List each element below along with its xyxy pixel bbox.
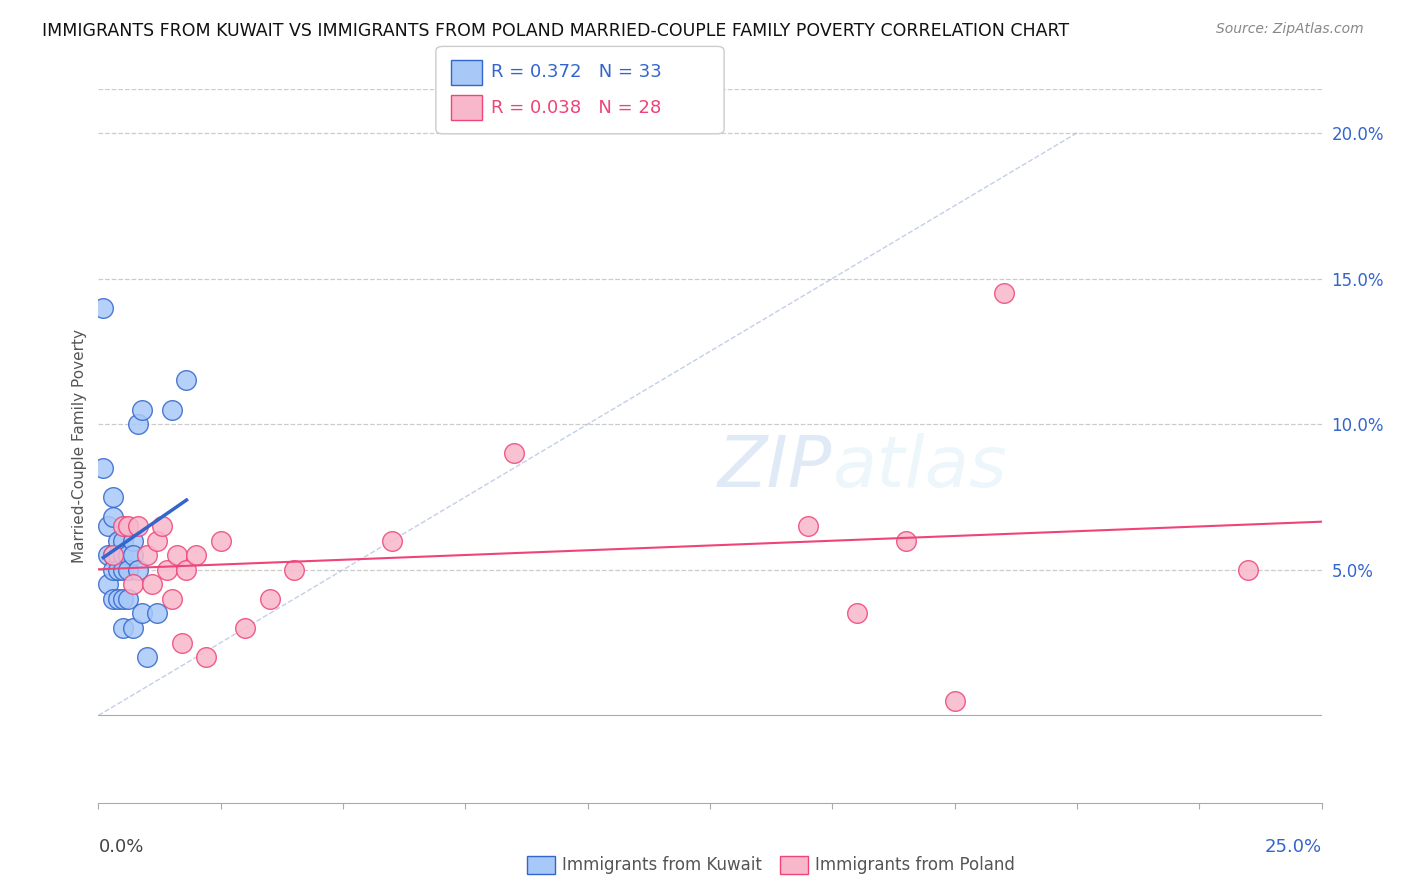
Point — [894, 533, 917, 548]
Point — [117, 519, 139, 533]
Point — [381, 533, 404, 548]
Point — [131, 402, 153, 417]
Point — [107, 548, 129, 562]
Text: 0.0%: 0.0% — [98, 838, 143, 855]
Point — [146, 533, 169, 548]
Point — [121, 621, 143, 635]
Text: atlas: atlas — [832, 433, 1007, 502]
Point — [101, 548, 124, 562]
Point — [97, 548, 120, 562]
Point — [107, 591, 129, 606]
Text: R = 0.038   N = 28: R = 0.038 N = 28 — [491, 99, 661, 117]
Point — [101, 563, 124, 577]
Point — [150, 519, 173, 533]
Point — [117, 591, 139, 606]
Point — [117, 548, 139, 562]
Point — [141, 577, 163, 591]
Text: 25.0%: 25.0% — [1264, 838, 1322, 855]
Point — [121, 548, 143, 562]
Point — [101, 591, 124, 606]
Point — [107, 563, 129, 577]
Point — [101, 490, 124, 504]
Point — [993, 286, 1015, 301]
Point — [283, 563, 305, 577]
Point — [170, 635, 193, 649]
Point — [156, 563, 179, 577]
Point — [111, 621, 134, 635]
Point — [146, 607, 169, 621]
Point — [101, 510, 124, 524]
Point — [136, 650, 159, 665]
Point — [97, 519, 120, 533]
Text: Source: ZipAtlas.com: Source: ZipAtlas.com — [1216, 22, 1364, 37]
Point — [127, 563, 149, 577]
Point — [943, 694, 966, 708]
Text: R = 0.372   N = 33: R = 0.372 N = 33 — [491, 63, 661, 81]
Text: Immigrants from Kuwait: Immigrants from Kuwait — [562, 856, 762, 874]
Point — [121, 577, 143, 591]
Text: IMMIGRANTS FROM KUWAIT VS IMMIGRANTS FROM POLAND MARRIED-COUPLE FAMILY POVERTY C: IMMIGRANTS FROM KUWAIT VS IMMIGRANTS FRO… — [42, 22, 1070, 40]
Point — [91, 301, 114, 315]
Point — [1237, 563, 1260, 577]
Point — [111, 591, 134, 606]
Point — [131, 607, 153, 621]
Point — [111, 548, 134, 562]
Point — [797, 519, 820, 533]
Point — [91, 460, 114, 475]
Point — [107, 533, 129, 548]
Point — [136, 548, 159, 562]
Point — [195, 650, 218, 665]
Point — [121, 533, 143, 548]
Point — [127, 417, 149, 432]
Point — [845, 607, 868, 621]
Point — [127, 519, 149, 533]
Text: ZIP: ZIP — [718, 433, 832, 502]
Point — [111, 533, 134, 548]
Point — [166, 548, 188, 562]
Point — [209, 533, 232, 548]
Point — [233, 621, 256, 635]
Point — [503, 446, 526, 460]
Point — [259, 591, 281, 606]
Y-axis label: Married-Couple Family Poverty: Married-Couple Family Poverty — [72, 329, 87, 563]
Point — [186, 548, 208, 562]
Point — [97, 577, 120, 591]
Point — [176, 374, 198, 388]
Point — [160, 591, 183, 606]
Point — [101, 548, 124, 562]
Point — [160, 402, 183, 417]
Text: Immigrants from Poland: Immigrants from Poland — [815, 856, 1015, 874]
Point — [176, 563, 198, 577]
Point — [117, 563, 139, 577]
Point — [111, 563, 134, 577]
Point — [111, 519, 134, 533]
